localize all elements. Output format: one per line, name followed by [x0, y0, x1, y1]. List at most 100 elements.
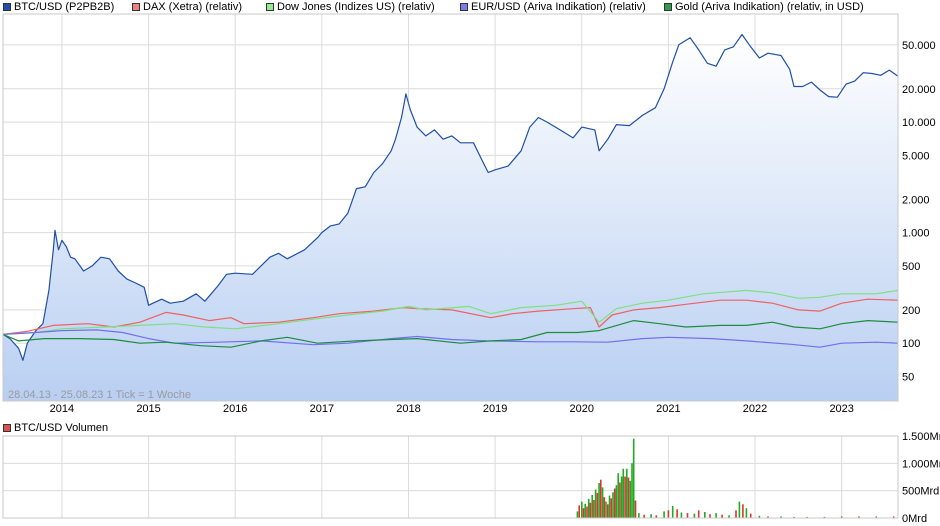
volume-bar	[638, 513, 640, 518]
volume-bar	[676, 509, 678, 518]
volume-bar	[629, 480, 632, 518]
volume-bar	[600, 479, 602, 518]
y-tick-label: 2.000	[902, 194, 930, 206]
volume-bar	[620, 476, 623, 518]
volume-bar	[619, 482, 621, 518]
y-tick-label: 100	[902, 338, 920, 350]
legend-swatch-dax	[132, 3, 140, 11]
legend-label-gold: Gold (Ariva Indikation) (relativ, in USD…	[675, 1, 864, 13]
y-tick-label: 1.000	[902, 228, 930, 240]
x-tick-label: 2015	[136, 403, 160, 415]
y-tick-label: 200	[902, 305, 920, 317]
volume-bar	[721, 514, 723, 518]
volume-bar	[671, 506, 674, 518]
volume-bar	[728, 515, 730, 518]
y-tick-label: 10.000	[902, 117, 936, 129]
volume-bar	[650, 514, 652, 518]
legend-label-dowjones: Dow Jones (Indizes US) (relativ)	[277, 1, 435, 13]
volume-bar	[758, 515, 761, 518]
y-tick-label: 50.000	[902, 40, 936, 52]
volume-bar	[704, 512, 706, 518]
legend-item-btc: BTC/USD (P2PB2B)	[3, 1, 114, 13]
series-line-0	[2, 33, 899, 361]
legend-label-dax: DAX (Xetra) (relativ)	[143, 1, 243, 13]
y-tick-label: 50	[902, 371, 914, 383]
legend-swatch-gold	[664, 3, 672, 11]
price-y-axis: 50 100 200 500 1.000 2.000 5.000 10.000 20.000 50…	[902, 40, 936, 384]
price-plot-frame	[2, 13, 899, 402]
main-legend: BTC/USD (P2PB2B) DAX (Xetra) (relativ) D…	[0, 0, 940, 14]
volume-bar	[632, 438, 635, 518]
range-label: 28.04.13 - 25.08.23 1 Tick = 1 Woche	[8, 389, 191, 401]
volume-bar	[587, 498, 590, 518]
legend-swatch-btc	[3, 3, 11, 11]
volume-bar	[858, 516, 860, 518]
volume-bar	[655, 515, 658, 518]
volume-bar	[591, 495, 593, 518]
volume-bar	[598, 483, 600, 518]
legend-item-gold: Gold (Ariva Indikation) (relativ, in USD…	[664, 1, 864, 13]
volume-bar	[631, 463, 633, 518]
y-tick-label: 20.000	[902, 84, 936, 96]
volume-bar	[608, 495, 611, 518]
y-tick-label: 500	[902, 261, 920, 273]
x-tick-label: 2017	[310, 403, 334, 415]
volume-bar	[742, 504, 744, 518]
volume-bar	[593, 500, 595, 518]
legend-item-dax: DAX (Xetra) (relativ)	[132, 1, 242, 13]
volume-bar	[693, 513, 696, 518]
volume-bar	[615, 485, 618, 518]
volume-bar	[622, 468, 625, 518]
volume-bar	[686, 513, 689, 518]
volume-bar	[643, 514, 645, 518]
series-line-2	[2, 289, 899, 335]
x-tick-label: 2020	[570, 403, 594, 415]
volume-bar	[607, 504, 609, 518]
volume-bar	[613, 488, 616, 518]
volume-y-tick-label: 0Mrd	[902, 513, 927, 525]
volume-bar	[627, 477, 630, 518]
volume-bar	[697, 510, 700, 518]
price-chart: 50 100 200 500 1.000 2.000 5.000 10.000 20.000 50…	[2, 13, 936, 415]
volume-bar	[667, 510, 670, 518]
volume-bar	[603, 497, 606, 518]
x-tick-label: 2014	[50, 403, 74, 415]
x-tick-label: 2023	[829, 403, 853, 415]
volume-bars	[576, 438, 895, 518]
series-line-1	[2, 298, 899, 335]
volume-plot-frame	[2, 435, 899, 519]
volume-bar	[617, 473, 619, 518]
volume-y-tick-label: 500Mrd	[902, 486, 939, 498]
volume-bar	[589, 502, 592, 518]
volume-bar	[582, 508, 585, 518]
volume-bar	[745, 508, 748, 518]
series-line-3	[2, 329, 899, 348]
legend-label-volume: BTC/USD Volumen	[14, 422, 109, 434]
legend-swatch-dowjones	[266, 3, 274, 11]
legend-item-volume: BTC/USD Volumen	[3, 422, 108, 434]
volume-bar	[594, 489, 597, 518]
volume-bar	[612, 492, 614, 518]
legend-swatch-volume	[3, 424, 11, 432]
legend-item-dowjones: Dow Jones (Indizes US) (relativ)	[266, 1, 435, 13]
volume-bar	[634, 500, 637, 518]
volume-bar	[586, 506, 588, 518]
volume-bar	[749, 513, 752, 518]
volume-bar	[767, 516, 769, 518]
volume-y-tick-label: 1.000Mrd	[902, 458, 940, 470]
volume-bar	[581, 501, 583, 518]
volume-bar	[624, 476, 626, 518]
volume-y-tick-label: 1.500Mrd	[902, 431, 940, 443]
volume-bar	[806, 516, 808, 518]
x-tick-label: 2019	[483, 403, 507, 415]
price-lines	[2, 33, 899, 361]
volume-y-axis: 0Mrd 500Mrd 1.000Mrd 1.500Mrd	[902, 431, 940, 525]
volume-bar	[601, 487, 604, 518]
y-tick-label: 5.000	[902, 150, 930, 162]
btc-area	[3, 34, 898, 401]
volume-bar	[840, 516, 843, 518]
volume-bar	[663, 511, 665, 518]
x-tick-label: 2021	[656, 403, 680, 415]
legend-label-eurusd: EUR/USD (Ariva Indikation) (relativ)	[471, 1, 646, 13]
